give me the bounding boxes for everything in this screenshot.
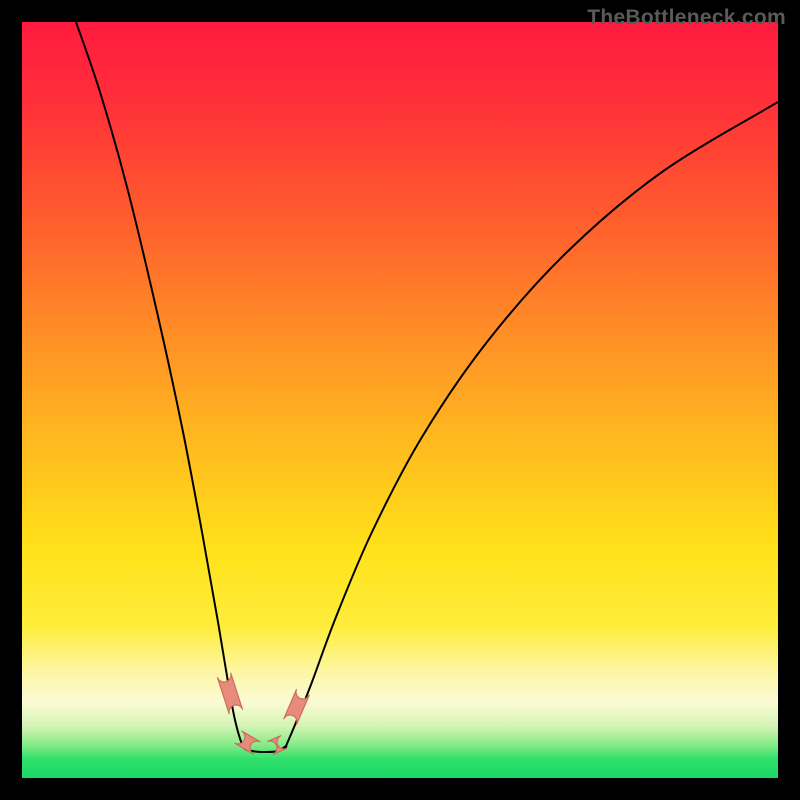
gradient-background [22, 22, 778, 778]
watermark-text: TheBottleneck.com [587, 6, 786, 30]
chart-svg [22, 22, 778, 778]
plot-area [22, 22, 778, 778]
image-root: TheBottleneck.com [0, 0, 800, 800]
